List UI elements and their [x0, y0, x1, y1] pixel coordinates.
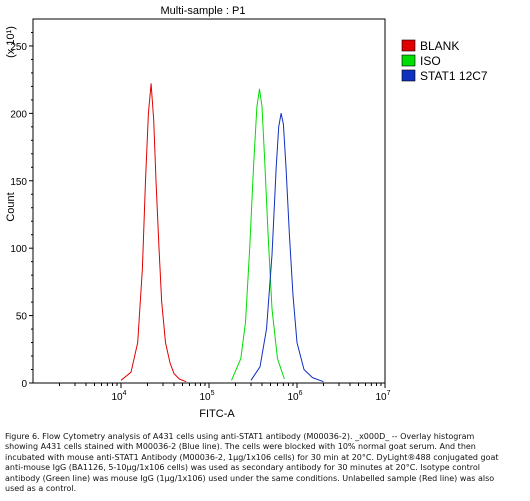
- legend-label: ISO: [420, 54, 441, 68]
- legend-swatch: [401, 54, 416, 67]
- flow-histogram-chart: 0 50 100 150 200 250 104 105 106 107 Multi-sample…: [5, 5, 488, 420]
- x-tick-label: 107: [375, 390, 390, 403]
- series-line-blank: [120, 83, 187, 383]
- caption-line: incubated with mouse anti-STAT1 Antibody…: [5, 452, 499, 462]
- x-axis-label: FITC-A: [199, 408, 235, 420]
- y-tick-label: 100: [10, 244, 27, 255]
- figure-caption: Figure 6. Flow Cytometry analysis of A43…: [5, 432, 523, 494]
- legend-label: BLANK: [420, 39, 459, 53]
- y-tick-label: 250: [10, 42, 27, 53]
- legend-label: STAT1 12C7: [420, 69, 488, 83]
- x-tick-label: 106: [287, 390, 302, 403]
- chart-title: Multi-sample : P1: [161, 5, 246, 17]
- x-tick-label: 105: [199, 390, 214, 403]
- caption-line: showing A431 cells stained with M00036-2…: [5, 442, 476, 452]
- caption-line: anti-mouse IgG (BA1126, 5-10μg/1x106 cel…: [5, 463, 480, 473]
- series-line-stat1-12c7: [250, 112, 324, 383]
- y-multiplier-label: (x 10¹): [5, 26, 17, 58]
- y-tick-label: 200: [10, 109, 27, 120]
- legend-swatch: [401, 69, 416, 82]
- legend-swatch: [401, 39, 416, 52]
- caption-line: Figure 6. Flow Cytometry analysis of A43…: [5, 432, 475, 441]
- plot-frame: [32, 18, 386, 384]
- y-tick-label: 150: [10, 177, 27, 188]
- y-axis-label: Count: [5, 192, 17, 221]
- y-tick-label: 50: [16, 312, 28, 323]
- series-line-iso: [231, 88, 285, 381]
- caption-line: antibody (Green line) was mouse IgG (1μg…: [5, 473, 495, 483]
- y-tick-label: 0: [21, 379, 27, 390]
- caption-line: used as a control.: [5, 484, 77, 494]
- x-tick-label: 104: [111, 390, 126, 403]
